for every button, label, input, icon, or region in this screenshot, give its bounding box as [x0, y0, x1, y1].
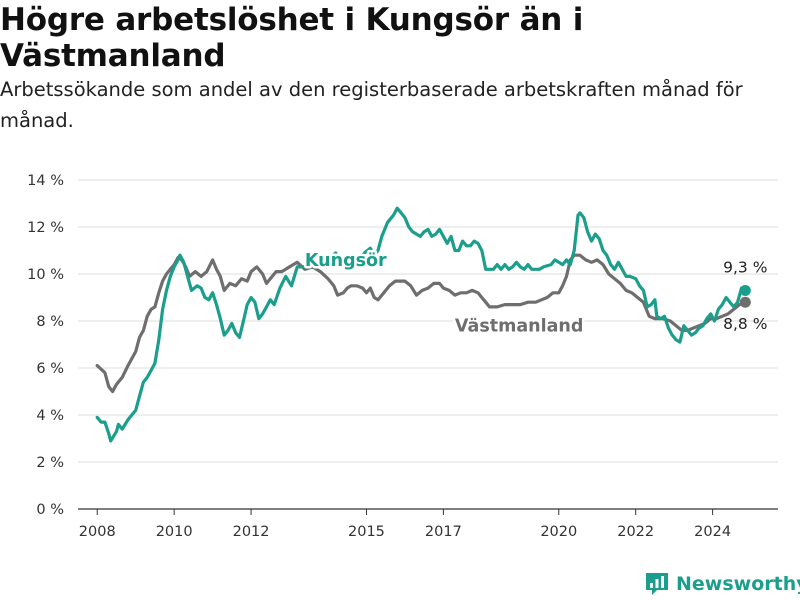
end-label-vastmanland: 8,8 %: [723, 315, 767, 333]
y-tick-label: 2 %: [36, 455, 64, 471]
y-tick-label: 14 %: [27, 173, 64, 189]
x-tick-label: 2015: [348, 524, 385, 540]
chart-title: Högre arbetslöshet i Kungsör än i Västma…: [0, 2, 584, 74]
brand-logo: Newsworthy: [644, 570, 800, 598]
x-tick-label: 2022: [617, 524, 654, 540]
newsworthy-logo-icon: [646, 573, 668, 595]
y-tick-label: 8 %: [36, 314, 64, 330]
series-line-kungsor: [95, 206, 747, 443]
end-point-vastmanland: [739, 296, 751, 308]
x-tick-label: 2010: [156, 524, 193, 540]
end-label-kungsor: 9,3 %: [723, 258, 767, 276]
x-tick-label: 2024: [694, 524, 731, 540]
series-label-vastmanland: Västmanland: [455, 317, 583, 337]
chart-subtitle: Arbetssökande som andel av den registerb…: [0, 78, 743, 132]
x-tick-label: 2012: [233, 524, 270, 540]
brand-name: Newsworthy: [676, 573, 800, 595]
x-tick-label: 2017: [425, 524, 462, 540]
series-label-kungsor: Kungsör: [305, 251, 387, 271]
series-line-vastmanland: [95, 253, 747, 394]
y-tick-label: 0 %: [36, 502, 64, 518]
y-tick-label: 10 %: [27, 267, 64, 283]
y-tick-label: 4 %: [36, 408, 64, 424]
end-point-kungsor: [739, 284, 751, 296]
y-tick-label: 6 %: [36, 361, 64, 377]
x-tick-label: 2020: [540, 524, 577, 540]
y-tick-label: 12 %: [27, 220, 64, 236]
x-tick-label: 2008: [79, 524, 116, 540]
